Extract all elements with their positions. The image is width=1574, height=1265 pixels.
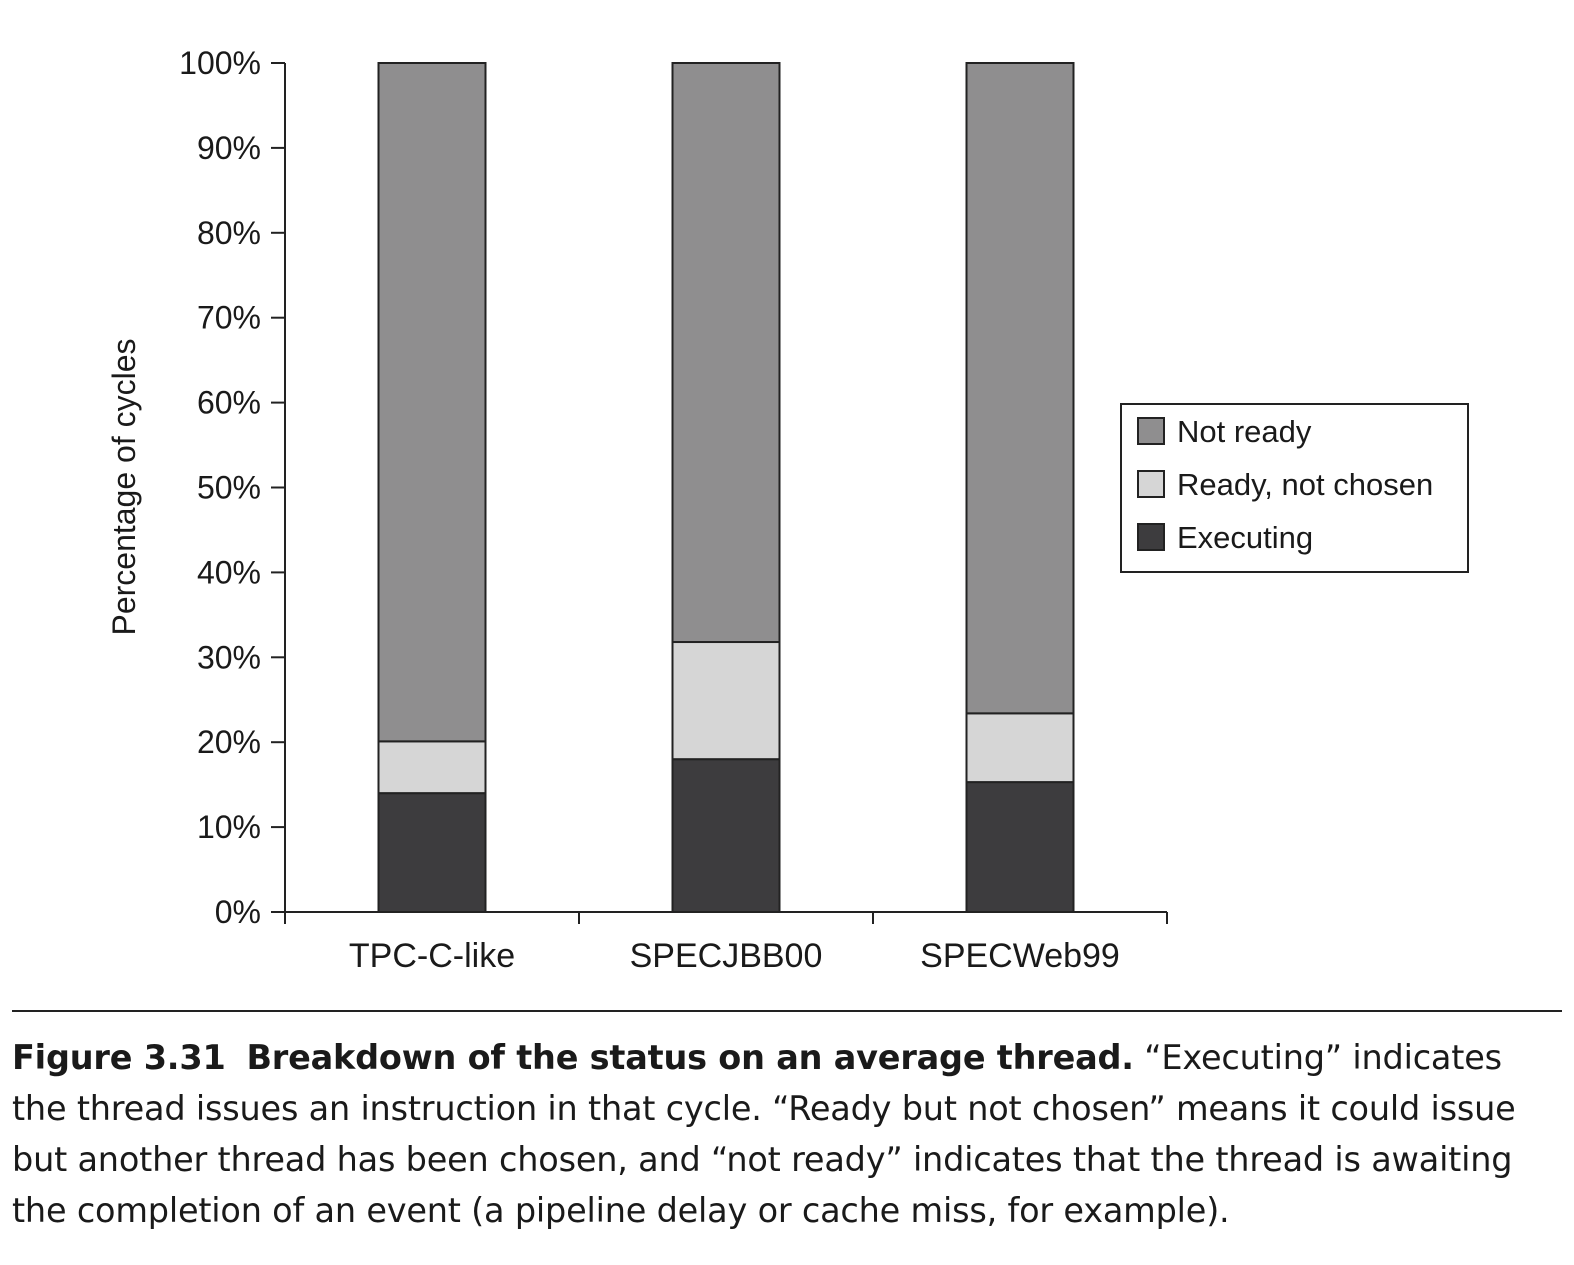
figure-caption: Figure 3.31 Breakdown of the status on a… [12,1032,1562,1236]
bar-segment-ready-not-chosen [965,712,1075,784]
legend-box [1120,403,1469,573]
caption-divider [12,1010,1562,1012]
y-tick-label: 10% [197,809,261,845]
bar-segment-executing [965,781,1075,914]
x-tick-label: SPECJBB00 [630,937,823,975]
stacked-bar-chart: 0% 10% 20% 30% 40% 50% 60% 70% 80% 90% 100% TPC-C-… [106,45,1469,975]
figure-caption-text: “Executing” indicates the thread issues … [12,1038,1516,1230]
figure-number: Figure 3.31 [12,1038,226,1077]
legend-swatch [1137,417,1165,445]
x-axis: TPC-C-like SPECJBB00 SPECWeb99 [284,911,1168,975]
bar-segment-executing [671,758,781,913]
y-axis-label: Percentage of cycles [106,338,142,635]
bar-segment-ready-not-chosen [671,641,781,761]
y-tick-label: 20% [197,724,261,760]
legend-label: Not ready [1177,414,1312,449]
bar-segment-ready-not-chosen [377,740,487,795]
y-tick-label: 30% [197,639,261,675]
x-tick-label: TPC-C-like [349,937,515,975]
legend: Not ready Ready, not chosen Executing [1120,403,1469,573]
y-tick-label: 100% [179,45,261,81]
legend-swatch [1137,523,1165,551]
bar-segment-not-ready [671,62,781,644]
bar-segment-not-ready [965,62,1075,715]
y-axis: 0% 10% 20% 30% 40% 50% 60% 70% 80% 90% 100% [179,45,286,930]
y-tick-label: 80% [197,215,261,251]
bar-segment-not-ready [377,62,487,743]
y-tick-label: 40% [197,554,261,590]
y-tick-label: 90% [197,130,261,166]
y-tick-label: 70% [197,300,261,336]
y-tick-label: 50% [197,470,261,506]
legend-label: Ready, not chosen [1177,467,1433,502]
legend-label: Executing [1177,520,1313,555]
x-tick-label: SPECWeb99 [920,937,1120,975]
figure-title: Breakdown of the status on an average th… [246,1038,1134,1077]
y-tick-label: 60% [197,385,261,421]
bar-segment-executing [377,792,487,914]
bars [377,62,1075,914]
y-tick-label: 0% [215,894,261,930]
legend-swatch [1137,470,1165,498]
